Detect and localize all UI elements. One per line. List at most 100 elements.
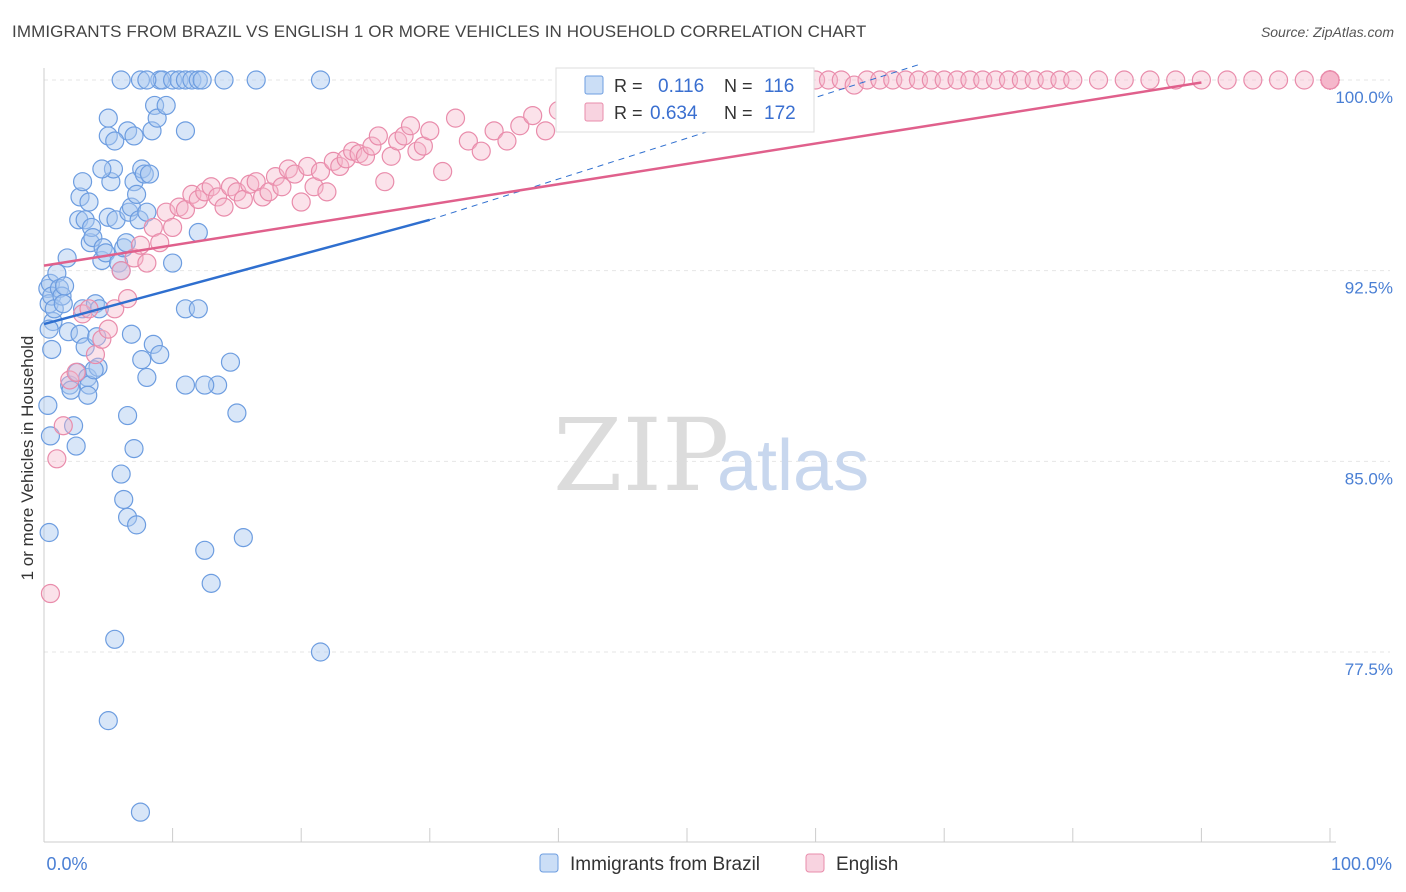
point-brazil-71 — [182, 70, 202, 90]
point-brazil-9 — [40, 426, 61, 446]
point-english-0 — [40, 583, 61, 604]
point-brazil-77 — [137, 70, 157, 90]
point-english-117 — [1268, 70, 1289, 90]
point-english-54 — [388, 131, 408, 151]
point-brazil-107 — [105, 629, 125, 649]
point-brazil-91 — [143, 334, 163, 354]
legend-r-label-blue: R = — [614, 76, 643, 96]
point-brazil-87 — [188, 222, 208, 243]
point-brazil-10 — [39, 522, 59, 543]
point-english-51 — [368, 126, 388, 146]
point-brazil-47 — [103, 159, 124, 179]
point-english-109 — [1063, 70, 1083, 90]
point-brazil-39 — [78, 385, 98, 405]
point-brazil-67 — [156, 95, 176, 116]
point-english-60 — [433, 161, 453, 182]
legend-n-value-blue: 116 — [764, 76, 794, 97]
legend-r-label-pink: R = — [614, 103, 643, 123]
point-english-33 — [253, 187, 273, 207]
point-brazil-15 — [54, 276, 75, 296]
y-tick-label-3: 100.0% — [1335, 88, 1393, 107]
point-brazil-20 — [63, 416, 84, 436]
point-english-162 — [1320, 70, 1340, 90]
point-english-4 — [66, 362, 86, 382]
correlation-legend: R = 0.116 N = 116 R = 0.634 N = 172 — [555, 67, 815, 133]
point-brazil-66 — [152, 70, 172, 90]
point-brazil-113 — [137, 367, 157, 388]
point-english-46 — [336, 149, 356, 169]
x-tick-label-0: 0.0% — [46, 854, 87, 874]
point-brazil-95 — [111, 464, 131, 484]
point-english-36 — [272, 177, 292, 197]
point-english-25 — [201, 177, 221, 197]
point-brazil-94 — [124, 439, 144, 459]
point-brazil-111 — [121, 324, 142, 344]
point-brazil-8 — [38, 395, 58, 416]
legend-n-label-pink: N = — [724, 103, 753, 123]
point-english-59 — [420, 121, 440, 141]
legend-label-brazil: Immigrants from Brazil — [570, 854, 760, 875]
point-brazil-103 — [227, 403, 247, 423]
chart-title: IMMIGRANTS FROM BRAZIL VS ENGLISH 1 OR M… — [12, 22, 867, 41]
point-brazil-17 — [58, 322, 79, 342]
y-tick-label-2: 92.5% — [1345, 279, 1393, 298]
point-english-27 — [214, 197, 234, 217]
point-english-63 — [471, 141, 491, 161]
point-brazil-30 — [75, 210, 95, 230]
point-english-1 — [47, 449, 67, 469]
trend-line-english — [43, 81, 1202, 267]
point-brazil-78 — [192, 70, 212, 90]
point-brazil-81 — [310, 70, 331, 90]
x-tick-label-1: 100.0% — [1331, 854, 1392, 874]
point-brazil-34 — [83, 228, 103, 248]
point-brazil-105 — [201, 573, 221, 593]
y-tick-label-1: 85.0% — [1345, 469, 1393, 488]
trend-lines — [43, 64, 1202, 326]
point-english-52 — [375, 172, 395, 192]
point-brazil-104 — [195, 540, 215, 560]
watermark-atlas: atlas — [717, 426, 869, 506]
point-english-114 — [1191, 70, 1212, 90]
point-brazil-108 — [310, 642, 331, 662]
point-english-67 — [523, 105, 543, 126]
point-english-42 — [310, 161, 331, 182]
point-brazil-76 — [130, 70, 151, 90]
tick-labels: 77.5% 85.0% 92.5% 100.0% 0.0% 100.0% — [46, 88, 1393, 874]
point-brazil-80 — [246, 70, 266, 90]
point-brazil-29 — [72, 172, 93, 192]
point-brazil-79 — [214, 70, 234, 90]
trend-line-brazil — [43, 218, 431, 326]
point-english-8 — [92, 329, 112, 349]
point-brazil-92 — [150, 344, 170, 365]
point-brazil-16 — [57, 248, 77, 268]
point-brazil-98 — [126, 515, 147, 535]
point-english-56 — [400, 116, 421, 136]
point-english-113 — [1166, 70, 1186, 90]
point-english-50 — [362, 136, 382, 156]
legend-swatch-pink — [584, 102, 604, 122]
watermark-zip: ZIP — [553, 397, 729, 514]
point-brazil-100 — [175, 375, 196, 395]
point-english-65 — [497, 131, 517, 151]
point-brazil-45 — [98, 207, 118, 227]
legend-r-value-blue: 0.116 — [658, 76, 704, 97]
point-brazil-28 — [70, 187, 90, 207]
point-english-57 — [407, 141, 427, 161]
point-english-62 — [458, 131, 478, 151]
legend-marker-brazil — [539, 853, 559, 873]
point-brazil-90 — [188, 299, 208, 319]
point-brazil-102 — [220, 352, 241, 372]
point-english-111 — [1114, 70, 1134, 90]
series-immigrants-from-brazil — [38, 70, 331, 822]
legend-r-value-pink: 0.634 — [650, 103, 698, 124]
point-english-64 — [484, 121, 504, 141]
axes — [43, 68, 1336, 843]
grid-lines — [44, 79, 1390, 653]
point-english-9 — [98, 319, 118, 339]
point-brazil-84 — [92, 159, 112, 179]
point-english-28 — [220, 177, 241, 197]
point-english-68 — [535, 121, 556, 141]
point-brazil-7 — [42, 339, 62, 360]
point-english-6 — [79, 299, 99, 319]
